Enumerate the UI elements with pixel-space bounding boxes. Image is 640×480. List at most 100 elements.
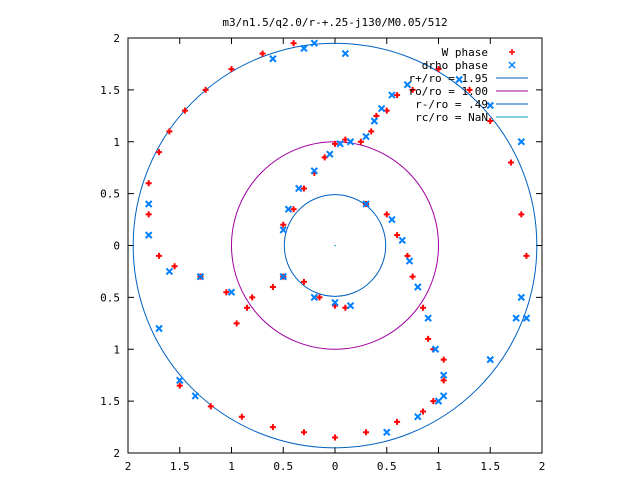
- data-point: [405, 257, 414, 265]
- legend-label: r+/ro = 1.95: [409, 72, 488, 85]
- data-point: [310, 167, 319, 175]
- data-point: [507, 159, 514, 166]
- x-tick-label: 1.5: [170, 460, 190, 473]
- data-point: [144, 200, 153, 208]
- data-point: [434, 397, 443, 405]
- data-point: [394, 418, 401, 425]
- data-point: [517, 293, 526, 302]
- data-point: [238, 413, 245, 420]
- y-tick-label: 1: [113, 136, 120, 149]
- data-point: [346, 138, 355, 146]
- data-point: [244, 304, 251, 311]
- data-point: [403, 80, 412, 89]
- y-tick-label: 0.5: [100, 188, 120, 201]
- data-point: [363, 429, 370, 436]
- data-point: [269, 424, 276, 431]
- legend-marker: [508, 61, 516, 69]
- data-point: [290, 40, 297, 47]
- data-point: [181, 107, 188, 114]
- data-point: [440, 377, 447, 384]
- x-tick-label: 1.5: [480, 460, 500, 473]
- data-point: [431, 345, 440, 353]
- data-point: [310, 39, 319, 47]
- data-point: [439, 371, 448, 379]
- y-tick-label: 0: [113, 240, 120, 253]
- data-point: [249, 294, 256, 301]
- data-point: [430, 398, 437, 405]
- data-point: [171, 263, 178, 270]
- data-point: [227, 288, 236, 296]
- x-axis-ticks: 2 1.5 1 0.5 0 0.5 1 1.5 2: [125, 38, 545, 473]
- legend-label: rc/ro = NaN: [415, 111, 488, 124]
- data-point: [435, 66, 442, 73]
- data-point: [523, 252, 530, 259]
- data-point: [388, 91, 396, 99]
- data-point: [331, 298, 339, 307]
- data-point: [228, 66, 235, 73]
- data-point: [156, 149, 163, 156]
- data-point: [145, 180, 152, 187]
- data-point: [165, 267, 174, 276]
- data-point: [414, 283, 422, 291]
- data-point: [522, 314, 531, 322]
- data-point: [419, 408, 426, 415]
- data-series: [144, 39, 531, 441]
- data-point: [284, 205, 293, 213]
- data-point: [300, 44, 308, 53]
- data-point: [300, 278, 307, 285]
- data-point: [280, 221, 287, 228]
- data-point: [486, 355, 494, 364]
- y-tick-label: 2: [113, 32, 120, 45]
- circle-r-ro-1-95: [132, 42, 538, 449]
- data-point: [155, 324, 163, 333]
- data-point: [394, 92, 401, 99]
- data-point: [176, 382, 183, 389]
- y-tick-label: 2: [113, 447, 120, 460]
- data-point: [512, 314, 520, 322]
- data-point: [279, 272, 287, 281]
- data-point: [518, 211, 525, 218]
- data-point: [145, 211, 152, 218]
- circle-r-ro-49: [283, 194, 387, 297]
- data-point: [425, 335, 432, 342]
- data-point: [346, 301, 355, 310]
- data-point: [316, 294, 323, 301]
- data-point: [409, 273, 416, 280]
- series-w-phase: [145, 40, 530, 441]
- data-point: [486, 101, 494, 110]
- data-point: [269, 55, 277, 63]
- data-point: [321, 154, 328, 161]
- data-point: [341, 49, 350, 58]
- data-point: [156, 252, 163, 259]
- legend-label: ro/ro = 1.00: [409, 85, 488, 98]
- data-point: [332, 434, 338, 441]
- y-axis-ticks: 2 1.5 1 0.5 0 0.5 1 1.5 2: [100, 32, 542, 460]
- data-point: [207, 403, 214, 410]
- data-point: [196, 272, 205, 281]
- data-point: [455, 75, 463, 84]
- data-point: [398, 236, 406, 245]
- data-point: [368, 128, 375, 135]
- data-point: [414, 412, 422, 421]
- data-point: [383, 211, 390, 218]
- data-point: [300, 429, 307, 436]
- data-point: [517, 138, 526, 146]
- data-point: [191, 392, 199, 400]
- x-tick-label: 2: [125, 460, 132, 473]
- data-point: [300, 185, 307, 192]
- data-point: [336, 140, 344, 148]
- y-tick-label: 1.5: [100, 84, 120, 97]
- data-point: [176, 376, 184, 385]
- data-point: [332, 140, 338, 147]
- data-point: [377, 104, 386, 113]
- data-point: [290, 206, 297, 213]
- x-tick-label: 0: [332, 460, 339, 473]
- center-point: [334, 244, 336, 247]
- data-point: [259, 50, 266, 57]
- data-point: [419, 304, 426, 311]
- chart-title: m3/n1.5/q2.0/r-+.25-j130/M0.05/512: [222, 16, 447, 29]
- data-point: [144, 231, 153, 239]
- data-point: [439, 392, 448, 400]
- data-point: [202, 86, 209, 93]
- data-point: [326, 150, 334, 158]
